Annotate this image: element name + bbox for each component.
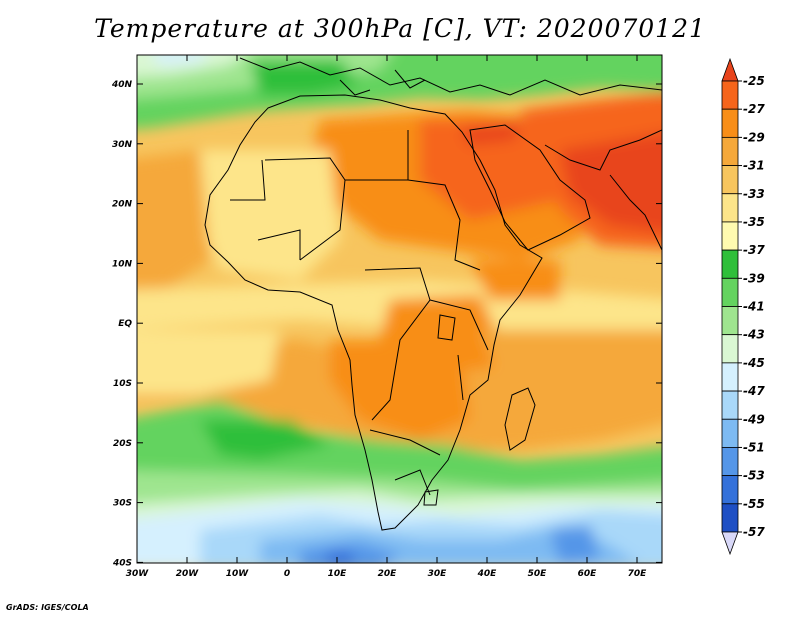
lon-label: 0 [284, 569, 290, 579]
colorbar-label: -51 [743, 440, 765, 454]
colorbar-box [721, 108, 739, 138]
colorbar-label: -35 [743, 215, 765, 229]
lon-label: 30W [126, 569, 150, 579]
credit-label: GrADS: IGES/COLA [6, 603, 89, 612]
colorbar-box [721, 221, 739, 251]
lon-label: 60E [578, 569, 598, 579]
temperature-field [137, 55, 662, 563]
colorbar-label: -47 [743, 384, 765, 398]
colorbar-label: -37 [743, 243, 765, 257]
colorbar-box [721, 277, 739, 307]
lon-label: 10E [328, 569, 348, 579]
colorbar-top-triangle [721, 57, 739, 82]
colorbar-box [721, 334, 739, 364]
lon-label: 40E [477, 569, 498, 579]
lat-label: EQ [118, 319, 132, 329]
lat-label: 40S [112, 558, 132, 568]
colorbar-label: -39 [743, 271, 765, 285]
coastlines [204, 57, 662, 531]
colorbar-label: -45 [743, 356, 765, 370]
lat-label: 30S [113, 499, 132, 509]
lat-label: 10S [113, 379, 132, 389]
colorbar-label: -49 [743, 412, 765, 426]
lat-label: 40N [111, 80, 133, 90]
colorbar-box [721, 418, 739, 448]
colorbar-label: -55 [743, 497, 765, 511]
colorbar-label: -25 [743, 74, 765, 88]
colorbar-box [721, 165, 739, 195]
colorbar: -25 -27 -29 -31 -33 -35 -37 -39 -41 -43 -45 -47 -49 -… [721, 57, 765, 556]
lat-label: 20N [112, 200, 133, 210]
lon-label: 20E [378, 569, 398, 579]
colorbar-box [721, 306, 739, 336]
colorbar-label: -27 [743, 102, 765, 116]
colorbar-box [721, 390, 739, 420]
colorbar-box [721, 249, 739, 279]
colorbar-box [721, 447, 739, 477]
lat-label: 10N [112, 259, 133, 269]
colorbar-label: -29 [743, 130, 765, 144]
lon-label: 10W [226, 569, 250, 579]
colorbar-box [721, 136, 739, 166]
colorbar-label: -33 [743, 187, 765, 201]
lon-label: 30E [428, 569, 448, 579]
lat-label: 30N [112, 140, 133, 150]
colorbar-box [721, 503, 739, 533]
longitude-axis: 30W 20W 10W 0 10E 20E 30E 40E 50E 60E 70E [126, 55, 647, 579]
colorbar-box [721, 80, 739, 110]
colorbar-label: -43 [743, 328, 765, 342]
colorbar-label: -53 [743, 469, 765, 483]
colorbar-label: -31 [743, 159, 765, 173]
colorbar-label: -41 [743, 300, 765, 314]
map-frame [136, 54, 663, 564]
lon-label: 20W [176, 569, 200, 579]
lon-label: 70E [628, 569, 648, 579]
colorbar-box [721, 193, 739, 223]
latitude-axis: 40N 30N 20N 10N EQ 10S 20S 30S 40S [111, 80, 662, 568]
map-title: Temperature at 300hPa [C], VT: 202007012… [94, 14, 706, 43]
colorbar-bottom-triangle [721, 531, 739, 556]
colorbar-box [721, 475, 739, 505]
colorbar-box [721, 362, 739, 392]
lon-label: 50E [528, 569, 548, 579]
lat-label: 20S [113, 439, 132, 449]
colorbar-label: -57 [743, 525, 765, 539]
